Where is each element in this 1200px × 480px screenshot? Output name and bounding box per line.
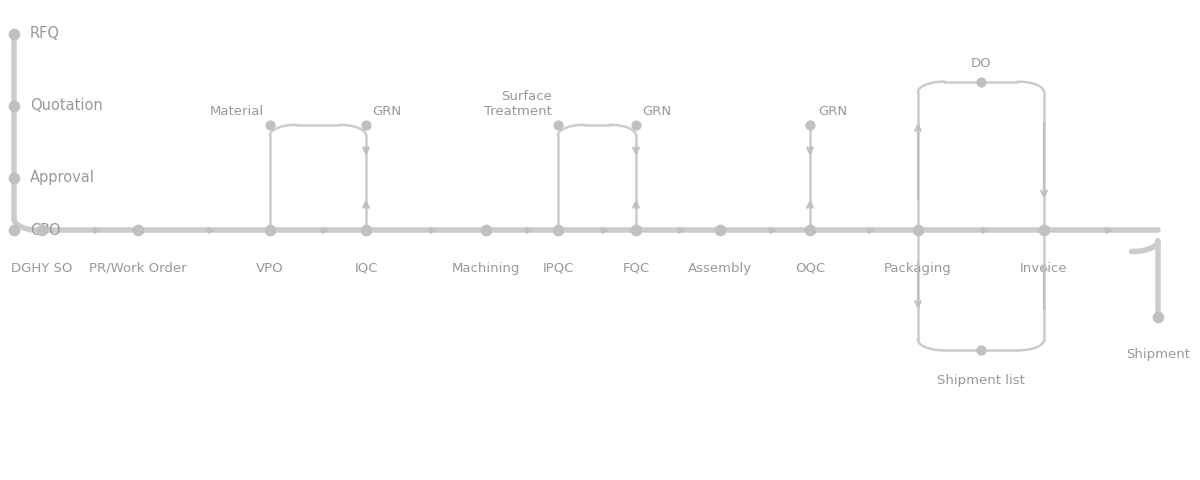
Text: FQC: FQC: [623, 262, 649, 275]
Point: [908, 227, 928, 234]
Point: [476, 227, 496, 234]
Text: OQC: OQC: [794, 262, 826, 275]
Text: GRN: GRN: [642, 105, 671, 118]
Text: GRN: GRN: [818, 105, 847, 118]
Point: [260, 121, 280, 129]
Point: [800, 121, 820, 129]
Point: [800, 227, 820, 234]
Point: [5, 102, 24, 109]
Text: VPO: VPO: [256, 262, 284, 275]
Text: Shipment: Shipment: [1126, 348, 1190, 361]
Point: [32, 227, 52, 234]
Point: [626, 121, 646, 129]
Point: [5, 227, 24, 234]
Text: Machining: Machining: [452, 262, 520, 275]
Point: [1148, 313, 1168, 321]
Point: [710, 227, 730, 234]
Text: Quotation: Quotation: [30, 98, 103, 113]
Text: CPO: CPO: [30, 223, 61, 238]
Point: [356, 227, 376, 234]
Point: [1034, 227, 1054, 234]
Text: Approval: Approval: [30, 170, 95, 185]
Text: Invoice: Invoice: [1020, 262, 1068, 275]
Text: Assembly: Assembly: [688, 262, 752, 275]
Text: Shipment list: Shipment list: [937, 374, 1025, 387]
Text: Surface
Treatment: Surface Treatment: [484, 90, 552, 118]
Point: [626, 227, 646, 234]
Text: RFQ: RFQ: [30, 26, 60, 41]
Text: DGHY SO: DGHY SO: [11, 262, 73, 275]
Text: GRN: GRN: [372, 105, 401, 118]
Text: PR/Work Order: PR/Work Order: [89, 262, 187, 275]
Point: [356, 121, 376, 129]
Point: [972, 347, 991, 354]
Point: [5, 174, 24, 181]
Point: [548, 121, 568, 129]
Text: Packaging: Packaging: [884, 262, 952, 275]
Point: [5, 30, 24, 37]
Point: [548, 227, 568, 234]
Text: IQC: IQC: [354, 262, 378, 275]
Point: [128, 227, 148, 234]
Text: IPQC: IPQC: [542, 262, 574, 275]
Text: Material: Material: [210, 105, 264, 118]
Point: [972, 78, 991, 85]
Text: DO: DO: [971, 57, 991, 70]
Point: [260, 227, 280, 234]
